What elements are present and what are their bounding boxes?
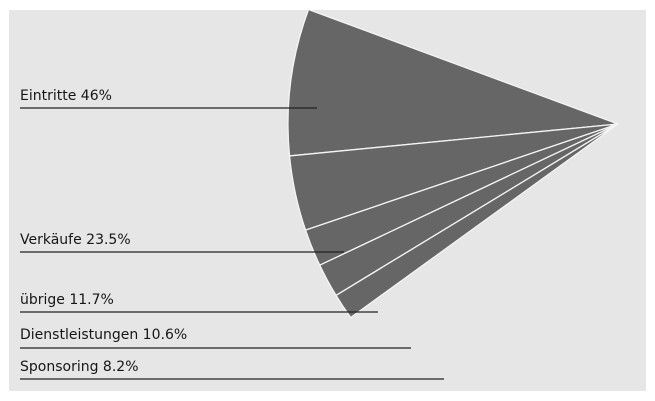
slice-label-verkäufe: Verkäufe 23.5% <box>20 232 131 248</box>
labels-layer: Eintritte 46% Verkäufe 23.5% übrige 11.7% D… <box>20 88 444 380</box>
slice-label-eintritte: Eintritte 46% <box>20 88 112 104</box>
pie-slice-sponsoring <box>335 123 619 319</box>
slice-label-dienstleistungen: Dienstleistungen 10.6% <box>20 327 187 343</box>
pie-slice-eintritte <box>287 8 619 157</box>
slice-label-übrige: übrige 11.7% <box>20 292 114 308</box>
slices-layer <box>287 8 619 319</box>
slice-label-sponsoring: Sponsoring 8.2% <box>20 359 139 375</box>
